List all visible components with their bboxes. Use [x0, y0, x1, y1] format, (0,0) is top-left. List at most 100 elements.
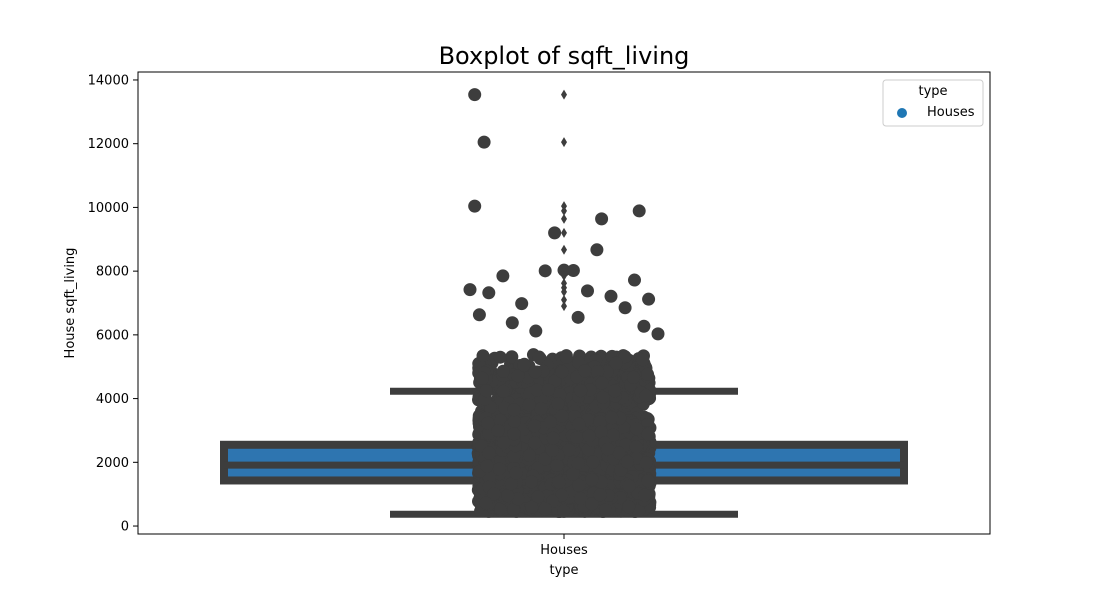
- strip-point: [548, 374, 562, 388]
- strip-point: [555, 409, 569, 423]
- strip-point: [528, 436, 542, 450]
- y-tick-label: 4000: [96, 392, 129, 407]
- x-axis: Houses: [540, 534, 588, 558]
- y-tick-label: 2000: [96, 456, 129, 471]
- strip-point-extreme: [468, 199, 482, 213]
- strip-point: [572, 478, 586, 492]
- strip-point: [509, 466, 523, 480]
- strip-point: [531, 490, 545, 504]
- strip-point: [629, 440, 643, 454]
- strip-point: [493, 350, 507, 364]
- strip-point: [534, 402, 548, 416]
- strip-point: [585, 497, 599, 511]
- x-tick-label: Houses: [540, 543, 588, 558]
- box-outlier: [561, 265, 567, 276]
- strip-point-extreme: [571, 310, 585, 324]
- strip-point: [618, 350, 632, 364]
- strip-point-extreme: [581, 284, 594, 298]
- y-tick-label: 14000: [88, 73, 129, 88]
- strip-point: [538, 452, 552, 466]
- strip-point: [497, 436, 511, 450]
- strip-point: [522, 449, 536, 463]
- strip-point: [566, 467, 580, 481]
- strip-point-extreme: [618, 301, 632, 315]
- strip-point-extreme: [632, 204, 646, 218]
- strip-point: [626, 370, 640, 384]
- strip-point: [504, 477, 518, 491]
- strip-point: [528, 365, 542, 379]
- strip-point: [622, 500, 636, 514]
- strip-point: [507, 414, 521, 428]
- strip-point: [476, 349, 490, 363]
- strip-point-extreme: [566, 264, 580, 278]
- strip-point: [570, 431, 584, 445]
- box-outlier: [561, 270, 567, 281]
- plot-marks: [220, 88, 908, 519]
- y-tick-label: 6000: [96, 328, 129, 343]
- strip-point: [546, 431, 560, 445]
- strip-point: [609, 356, 623, 370]
- strip-point: [511, 492, 525, 506]
- strip-point-extreme: [595, 212, 609, 226]
- strip-point: [574, 492, 588, 506]
- strip-point: [507, 449, 521, 463]
- strip-point: [582, 429, 596, 443]
- strip-point: [591, 364, 605, 378]
- strip-point-extreme: [477, 135, 491, 149]
- strip-point: [620, 455, 634, 469]
- strip-point: [530, 383, 544, 397]
- strip-point: [578, 364, 592, 378]
- strip-point: [632, 504, 646, 518]
- strip-point-extreme: [628, 273, 641, 287]
- legend-title: type: [918, 84, 947, 99]
- strip-point-extreme: [538, 264, 552, 278]
- strip-point: [562, 443, 576, 457]
- strip-point: [639, 456, 653, 470]
- box-outlier: [561, 227, 567, 238]
- strip-point: [557, 504, 571, 518]
- strip-point: [606, 428, 620, 442]
- strip-point: [555, 365, 569, 379]
- box-outlier: [561, 213, 567, 224]
- strip-point-extreme: [463, 283, 477, 297]
- strip-point: [482, 471, 496, 485]
- strip-point: [496, 384, 510, 398]
- legend: type Houses: [882, 79, 984, 127]
- strip-point: [527, 419, 541, 433]
- strip-point: [594, 425, 608, 439]
- strip-point: [629, 422, 643, 436]
- strip-point-extreme: [637, 319, 651, 333]
- strip-point: [593, 488, 607, 502]
- strip-point: [595, 376, 609, 390]
- y-tick-label: 10000: [88, 201, 129, 216]
- strip-point-extreme: [548, 226, 562, 240]
- y-tick-label: 8000: [96, 265, 129, 280]
- strip-point: [525, 500, 539, 514]
- strip-point-extreme: [590, 243, 604, 257]
- strip-point-extreme: [604, 289, 618, 303]
- strip-point: [551, 397, 565, 411]
- strip-point-extreme: [496, 269, 510, 283]
- strip-point: [605, 411, 619, 425]
- x-axis-label: type: [549, 563, 578, 578]
- y-axis: 0 2000 4000 6000 8000 10000 12000 14000: [88, 73, 138, 535]
- strip-point: [608, 384, 622, 398]
- strip-point: [491, 423, 505, 437]
- strip-point: [639, 389, 653, 403]
- strip-point: [596, 390, 610, 404]
- box-outlier: [561, 137, 567, 148]
- strip-point: [541, 383, 555, 397]
- strip-point: [641, 427, 655, 441]
- strip-point: [492, 462, 506, 476]
- strip-point: [636, 353, 650, 367]
- strip-point: [511, 369, 525, 383]
- box-outlier: [561, 205, 567, 216]
- strip-point-extreme: [472, 308, 486, 322]
- strip-point: [479, 384, 493, 398]
- strip-point: [571, 456, 585, 470]
- strip-point: [641, 474, 655, 488]
- strip-point: [501, 489, 515, 503]
- strip-point: [586, 455, 600, 469]
- strip-point: [517, 358, 531, 372]
